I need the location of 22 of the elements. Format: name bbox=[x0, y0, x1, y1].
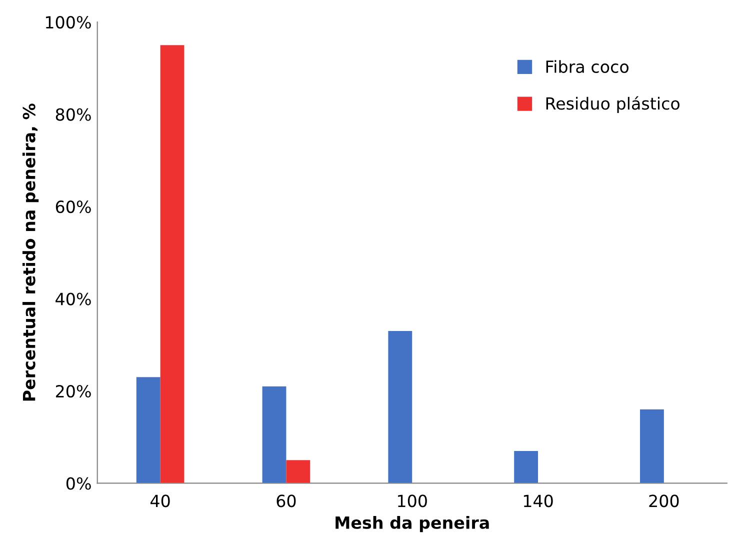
y-tick-label: 40% bbox=[56, 292, 91, 306]
bar bbox=[160, 45, 184, 484]
y-tick-label: 80% bbox=[56, 108, 91, 121]
y-tick-label: 100% bbox=[46, 16, 91, 29]
bar bbox=[262, 386, 286, 484]
bar bbox=[388, 331, 412, 484]
x-tick-label: 200 bbox=[649, 494, 679, 508]
bar bbox=[514, 450, 538, 484]
x-tick-label: 60 bbox=[276, 494, 296, 508]
x-tick-label: 40 bbox=[150, 494, 170, 508]
legend-label: Fibra coco bbox=[546, 60, 628, 73]
x-tick-label: 140 bbox=[524, 494, 553, 508]
y-tick-label: 60% bbox=[56, 200, 91, 214]
y-tick-label: 20% bbox=[56, 384, 91, 398]
bar bbox=[286, 460, 310, 484]
bar bbox=[640, 409, 664, 484]
y-tick-label: 0% bbox=[66, 477, 91, 490]
y-axis-title: Percentual retido na peneira, % bbox=[22, 104, 39, 401]
bar bbox=[136, 377, 160, 484]
legend-label: Residuo plástico bbox=[546, 96, 680, 114]
x-tick-label: 100 bbox=[398, 494, 427, 508]
x-axis-title: Mesh da peneira bbox=[336, 516, 489, 532]
